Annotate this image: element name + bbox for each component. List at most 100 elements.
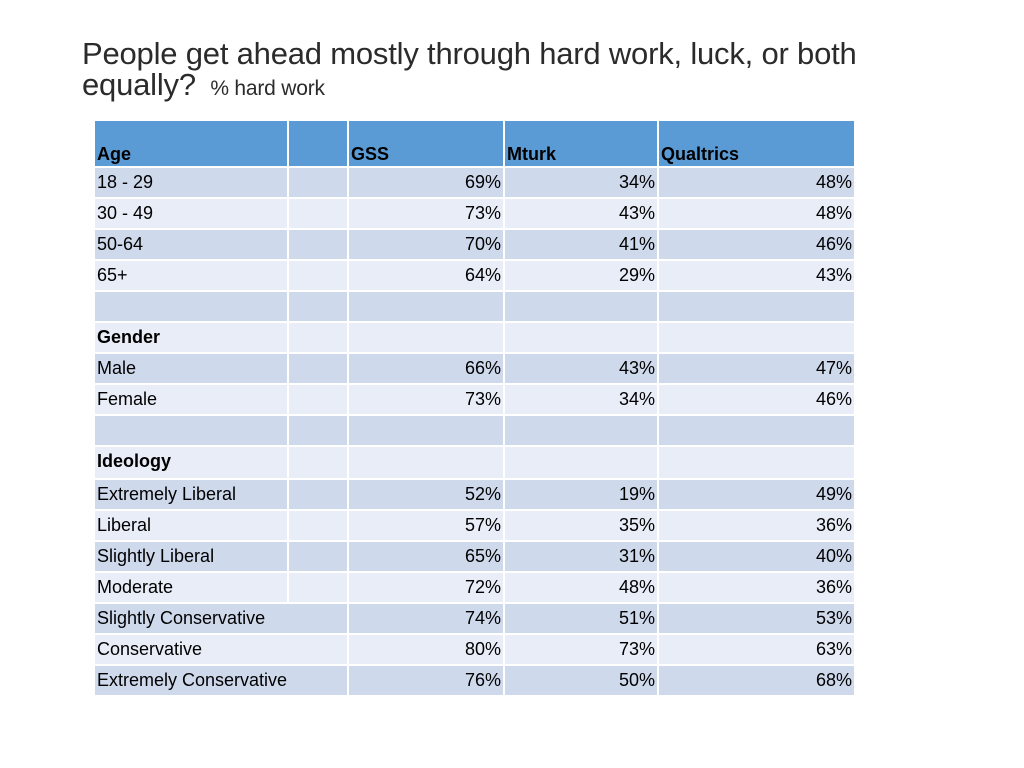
gss-value — [347, 445, 505, 480]
gss-value: 74% — [347, 602, 505, 635]
header-qualtrics: Qualtrics — [657, 119, 856, 168]
table-row: Female 73% 34% 46% — [93, 383, 856, 416]
row-label: Extremely Conservative — [93, 664, 349, 697]
gss-value — [347, 321, 505, 354]
qualtrics-value — [657, 445, 856, 480]
title-subtitle: % hard work — [210, 77, 325, 100]
qualtrics-value: 46% — [657, 228, 856, 261]
row-label: Slightly Liberal — [93, 540, 289, 573]
mturk-value: 50% — [503, 664, 659, 697]
section-label: Gender — [93, 321, 289, 354]
slide-title: People get ahead mostly through hard wor… — [82, 38, 962, 104]
mturk-value: 35% — [503, 509, 659, 542]
row-label: Liberal — [93, 509, 289, 542]
header-gss: GSS — [347, 119, 505, 168]
blank-cell — [287, 445, 349, 480]
table-row: Moderate 72% 48% 36% — [93, 571, 856, 604]
row-label — [93, 414, 289, 447]
blank-cell — [287, 478, 349, 511]
mturk-value — [503, 414, 659, 447]
gss-value: 73% — [347, 383, 505, 416]
header-age: Age — [93, 119, 289, 168]
mturk-value: 41% — [503, 228, 659, 261]
qualtrics-value: 36% — [657, 571, 856, 604]
blank-cell — [287, 166, 349, 199]
row-label: 50-64 — [93, 228, 289, 261]
results-table: Age GSS Mturk Qualtrics 18 - 29 69% 34% 48%… — [93, 119, 856, 697]
table-row: Slightly Conservative 74% 51% 53% — [93, 602, 856, 635]
spacer-row — [93, 414, 856, 447]
mturk-value: 34% — [503, 166, 659, 199]
mturk-value: 51% — [503, 602, 659, 635]
table-row: Gender — [93, 321, 856, 354]
qualtrics-value: 36% — [657, 509, 856, 542]
blank-cell — [287, 321, 349, 354]
table-body: 18 - 29 69% 34% 48% 30 - 49 73% 43% 48% 50-64 70%… — [93, 166, 856, 697]
gss-value: 70% — [347, 228, 505, 261]
mturk-value: 43% — [503, 197, 659, 230]
title-main: People get ahead mostly through hard wor… — [82, 36, 857, 102]
mturk-value: 34% — [503, 383, 659, 416]
qualtrics-value — [657, 414, 856, 447]
qualtrics-value: 48% — [657, 166, 856, 199]
header-mturk: Mturk — [503, 119, 659, 168]
blank-cell — [287, 509, 349, 542]
mturk-value — [503, 445, 659, 480]
gss-value: 57% — [347, 509, 505, 542]
table-row: Ideology — [93, 445, 856, 480]
gss-value: 80% — [347, 633, 505, 666]
gss-value — [347, 414, 505, 447]
qualtrics-value: 49% — [657, 478, 856, 511]
gss-value: 73% — [347, 197, 505, 230]
blank-cell — [287, 414, 349, 447]
row-label: 30 - 49 — [93, 197, 289, 230]
row-label — [93, 290, 289, 323]
mturk-value: 19% — [503, 478, 659, 511]
gss-value: 76% — [347, 664, 505, 697]
qualtrics-value — [657, 321, 856, 354]
gss-value: 65% — [347, 540, 505, 573]
blank-cell — [287, 540, 349, 573]
mturk-value: 29% — [503, 259, 659, 292]
gss-value: 52% — [347, 478, 505, 511]
blank-cell — [287, 352, 349, 385]
table-row: Conservative 80% 73% 63% — [93, 633, 856, 666]
spacer-row — [93, 290, 856, 323]
qualtrics-value: 40% — [657, 540, 856, 573]
table-row: Male 66% 43% 47% — [93, 352, 856, 385]
row-label: Moderate — [93, 571, 289, 604]
qualtrics-value: 68% — [657, 664, 856, 697]
gss-value: 64% — [347, 259, 505, 292]
blank-cell — [287, 228, 349, 261]
table-row: 18 - 29 69% 34% 48% — [93, 166, 856, 199]
gss-value: 69% — [347, 166, 505, 199]
qualtrics-value: 47% — [657, 352, 856, 385]
table-row: Extremely Conservative 76% 50% 68% — [93, 664, 856, 697]
table-row: 50-64 70% 41% 46% — [93, 228, 856, 261]
gss-value: 66% — [347, 352, 505, 385]
blank-cell — [287, 571, 349, 604]
blank-cell — [287, 259, 349, 292]
table-row: 30 - 49 73% 43% 48% — [93, 197, 856, 230]
section-label: Ideology — [93, 445, 289, 480]
mturk-value: 43% — [503, 352, 659, 385]
header-row: Age GSS Mturk Qualtrics — [93, 119, 856, 168]
gss-value: 72% — [347, 571, 505, 604]
row-label: Female — [93, 383, 289, 416]
mturk-value — [503, 290, 659, 323]
table-row: Slightly Liberal 65% 31% 40% — [93, 540, 856, 573]
header-blank — [287, 119, 349, 168]
qualtrics-value: 43% — [657, 259, 856, 292]
blank-cell — [287, 383, 349, 416]
table-row: Liberal 57% 35% 36% — [93, 509, 856, 542]
row-label: Extremely Liberal — [93, 478, 289, 511]
mturk-value: 31% — [503, 540, 659, 573]
qualtrics-value: 63% — [657, 633, 856, 666]
row-label: 65+ — [93, 259, 289, 292]
qualtrics-value: 46% — [657, 383, 856, 416]
qualtrics-value — [657, 290, 856, 323]
mturk-value — [503, 321, 659, 354]
qualtrics-value: 53% — [657, 602, 856, 635]
qualtrics-value: 48% — [657, 197, 856, 230]
table-row: 65+ 64% 29% 43% — [93, 259, 856, 292]
